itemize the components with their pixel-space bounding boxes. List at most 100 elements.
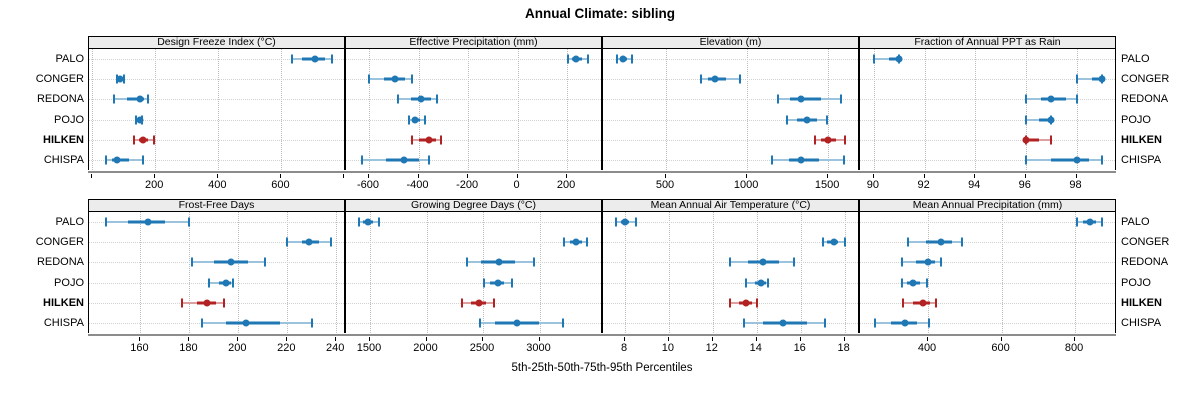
whisker-cap bbox=[738, 74, 741, 84]
whisker-cap bbox=[1050, 135, 1053, 145]
axis-tick bbox=[368, 174, 369, 178]
median-dot bbox=[136, 95, 144, 103]
whisker-cap bbox=[927, 318, 930, 328]
axis-tick-label: -400 bbox=[406, 179, 429, 191]
gridline-vertical bbox=[975, 49, 977, 170]
whisker-cap bbox=[286, 237, 289, 247]
axis-tick bbox=[843, 337, 845, 341]
axis-tick bbox=[872, 174, 874, 178]
whisker-cap bbox=[874, 318, 877, 328]
gridline-vertical bbox=[828, 49, 830, 170]
whisker-cap bbox=[207, 278, 210, 288]
axis-tick-label: 3000 bbox=[526, 342, 551, 354]
panel-title: Mean Annual Air Temperature (°C) bbox=[650, 199, 811, 211]
axis-tick-label: 0 bbox=[513, 179, 520, 191]
whisker-cap bbox=[729, 298, 732, 308]
median-dot bbox=[1022, 136, 1030, 144]
whisker-cap bbox=[181, 298, 183, 308]
whisker-cap bbox=[190, 257, 193, 267]
axis-tick-label: 16 bbox=[793, 342, 806, 354]
whisker-cap bbox=[222, 298, 225, 308]
gridline-vertical bbox=[336, 212, 338, 333]
gridline-row bbox=[860, 282, 1115, 284]
site-label-left-hilken: HILKEN bbox=[43, 133, 84, 146]
whisker-cap bbox=[368, 74, 370, 84]
axis-tick bbox=[91, 174, 93, 178]
site-label-right-chispa: CHISPA bbox=[1121, 316, 1162, 329]
whisker-cap bbox=[147, 94, 150, 104]
whisker-cap bbox=[200, 318, 203, 328]
median-dot bbox=[824, 136, 832, 144]
axis-tick bbox=[799, 337, 801, 341]
whisker-cap bbox=[934, 298, 937, 308]
x-axis: 160 180 200 220 240 bbox=[88, 334, 345, 360]
whisker-cap bbox=[428, 155, 431, 165]
axis-tick bbox=[139, 337, 141, 341]
axis-tick bbox=[566, 174, 568, 178]
site-label-left-chispa: CHISPA bbox=[43, 316, 84, 329]
median-dot bbox=[895, 55, 903, 63]
box-25th-75th bbox=[127, 97, 145, 101]
axis-tick bbox=[665, 174, 666, 178]
axis-tick-label: 92 bbox=[917, 179, 930, 191]
panel-strip: Mean Annual Air Temperature (°C) bbox=[602, 199, 859, 212]
axis-tick-label: 220 bbox=[277, 342, 296, 354]
axis-tick bbox=[482, 337, 483, 341]
panel-mean-annual-precipitation-mm: Mean Annual Precipitation (mm) 400 600 800 bbox=[859, 199, 1116, 354]
median-dot bbox=[495, 258, 503, 266]
axis-tick-label: 12 bbox=[705, 342, 718, 354]
axis-tick bbox=[923, 174, 925, 178]
panel-growing-degree-days-c: Growing Degree Days (°C) 1500 2000 2500 3000 bbox=[345, 199, 602, 354]
median-dot bbox=[1086, 218, 1094, 226]
whisker-cap bbox=[532, 257, 535, 267]
panel-frost-free-days: Frost-Free Days 160 180 200 220 240 bbox=[88, 199, 345, 354]
whisker-cap bbox=[901, 257, 904, 267]
whisker-cap bbox=[1024, 115, 1027, 125]
whisker-cap bbox=[105, 217, 108, 227]
whisker-cap bbox=[310, 318, 313, 328]
panel-plot-area bbox=[602, 212, 859, 333]
gridline-row bbox=[860, 242, 1115, 244]
axis-tick bbox=[335, 337, 337, 341]
gridline-row bbox=[860, 79, 1115, 81]
median-dot bbox=[116, 75, 124, 83]
box-25th-75th bbox=[889, 57, 900, 61]
axis-tick bbox=[1024, 174, 1026, 178]
whisker-cap bbox=[330, 54, 333, 64]
gridline-row bbox=[603, 222, 858, 224]
panel-strip: Elevation (m) bbox=[602, 36, 859, 49]
gridline-row bbox=[89, 79, 344, 81]
gridline-vertical bbox=[287, 212, 289, 333]
whisker-5th-95th bbox=[873, 58, 900, 61]
gridline-row bbox=[89, 159, 344, 161]
median-dot bbox=[937, 238, 945, 246]
site-label-left-hilken: HILKEN bbox=[43, 296, 84, 309]
whisker-cap bbox=[132, 135, 135, 145]
gridline-row bbox=[89, 242, 344, 244]
gridline-row bbox=[603, 242, 858, 244]
gridline-vertical bbox=[370, 212, 371, 333]
gridline-vertical bbox=[539, 212, 541, 333]
gridline-vertical bbox=[483, 212, 484, 333]
gridline-vertical bbox=[281, 49, 283, 170]
whisker-cap bbox=[567, 54, 570, 64]
gridline-row bbox=[346, 282, 601, 284]
median-dot bbox=[797, 156, 805, 164]
whisker-cap bbox=[461, 298, 464, 308]
whisker-cap bbox=[631, 54, 633, 64]
whisker-cap bbox=[410, 135, 413, 145]
median-dot bbox=[222, 279, 230, 287]
axis-tick bbox=[286, 337, 288, 341]
site-label-right-hilken: HILKEN bbox=[1121, 296, 1162, 309]
whisker-cap bbox=[744, 278, 747, 288]
site-label-left-conger: CONGER bbox=[35, 73, 84, 86]
panel-title: Mean Annual Precipitation (mm) bbox=[912, 199, 1063, 211]
panel-strip: Effective Precipitation (mm) bbox=[345, 36, 602, 49]
median-dot bbox=[797, 95, 805, 103]
median-dot bbox=[144, 218, 152, 226]
median-dot bbox=[242, 319, 250, 327]
axis-tick bbox=[755, 337, 757, 341]
gridline-vertical bbox=[800, 212, 802, 333]
panel-title: Frost-Free Days bbox=[178, 199, 255, 211]
